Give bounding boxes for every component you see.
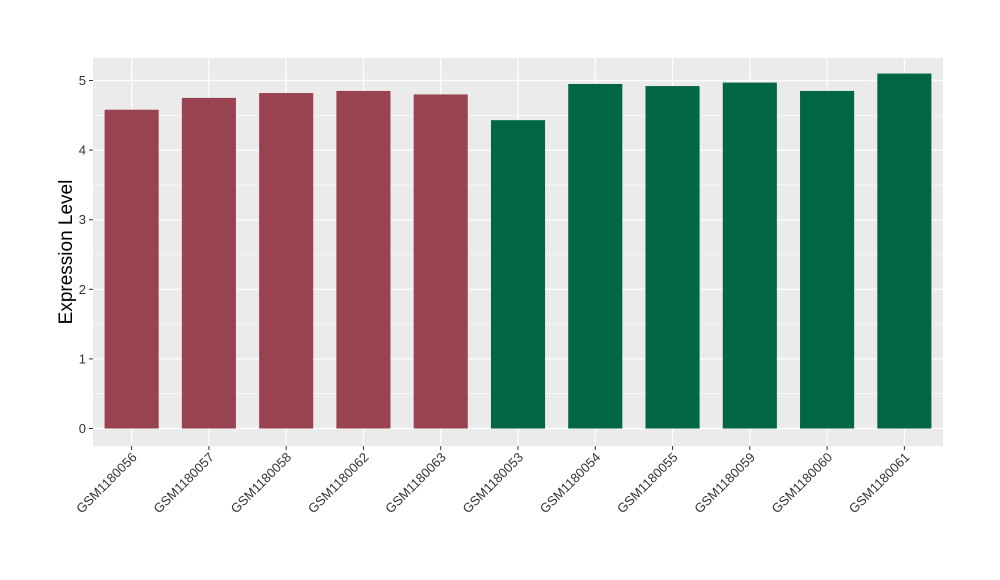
bar-GSM1180057: [181, 97, 236, 429]
x-tick-label: GSM1180059: [691, 450, 758, 517]
x-tick-label: GSM1180053: [459, 450, 526, 517]
bar-GSM1180053: [490, 120, 546, 429]
x-tick-label: GSM1180056: [73, 450, 140, 517]
bar-GSM1180059: [722, 82, 777, 429]
x-tick-label: GSM1180063: [382, 450, 449, 517]
x-tick-label: GSM1180055: [614, 450, 681, 517]
y-tick-label: 2: [79, 282, 86, 297]
bar-GSM1180062: [336, 90, 391, 429]
bar-GSM1180060: [800, 90, 855, 429]
x-tick-label: GSM1180062: [305, 450, 372, 517]
bar-GSM1180058: [259, 93, 314, 429]
y-tick-label: 1: [79, 351, 86, 366]
bar-GSM1180061: [877, 73, 932, 429]
x-tick-label: GSM1180054: [537, 450, 604, 517]
bars: [104, 73, 932, 429]
bar-GSM1180056: [104, 109, 159, 429]
x-tick-label: GSM1180060: [769, 450, 836, 517]
bar-GSM1180054: [568, 83, 623, 429]
x-tick-label: GSM1180057: [150, 450, 217, 517]
x-tick-label: GSM1180061: [846, 450, 913, 517]
y-axis: 0 1 2 3 4 5: [79, 73, 93, 436]
y-tick-label: 0: [79, 421, 86, 436]
y-tick-label: 4: [79, 143, 86, 158]
bar-GSM1180063: [413, 94, 468, 429]
y-axis-title: Expression Level: [56, 180, 77, 325]
y-tick-label: 5: [79, 73, 86, 88]
y-tick-label: 3: [79, 212, 86, 227]
x-tick-label: GSM1180058: [228, 450, 295, 517]
bar-GSM1180055: [645, 86, 700, 429]
x-axis: GSM1180056 GSM1180057 GSM1180058 GSM1180062…: [73, 446, 912, 516]
